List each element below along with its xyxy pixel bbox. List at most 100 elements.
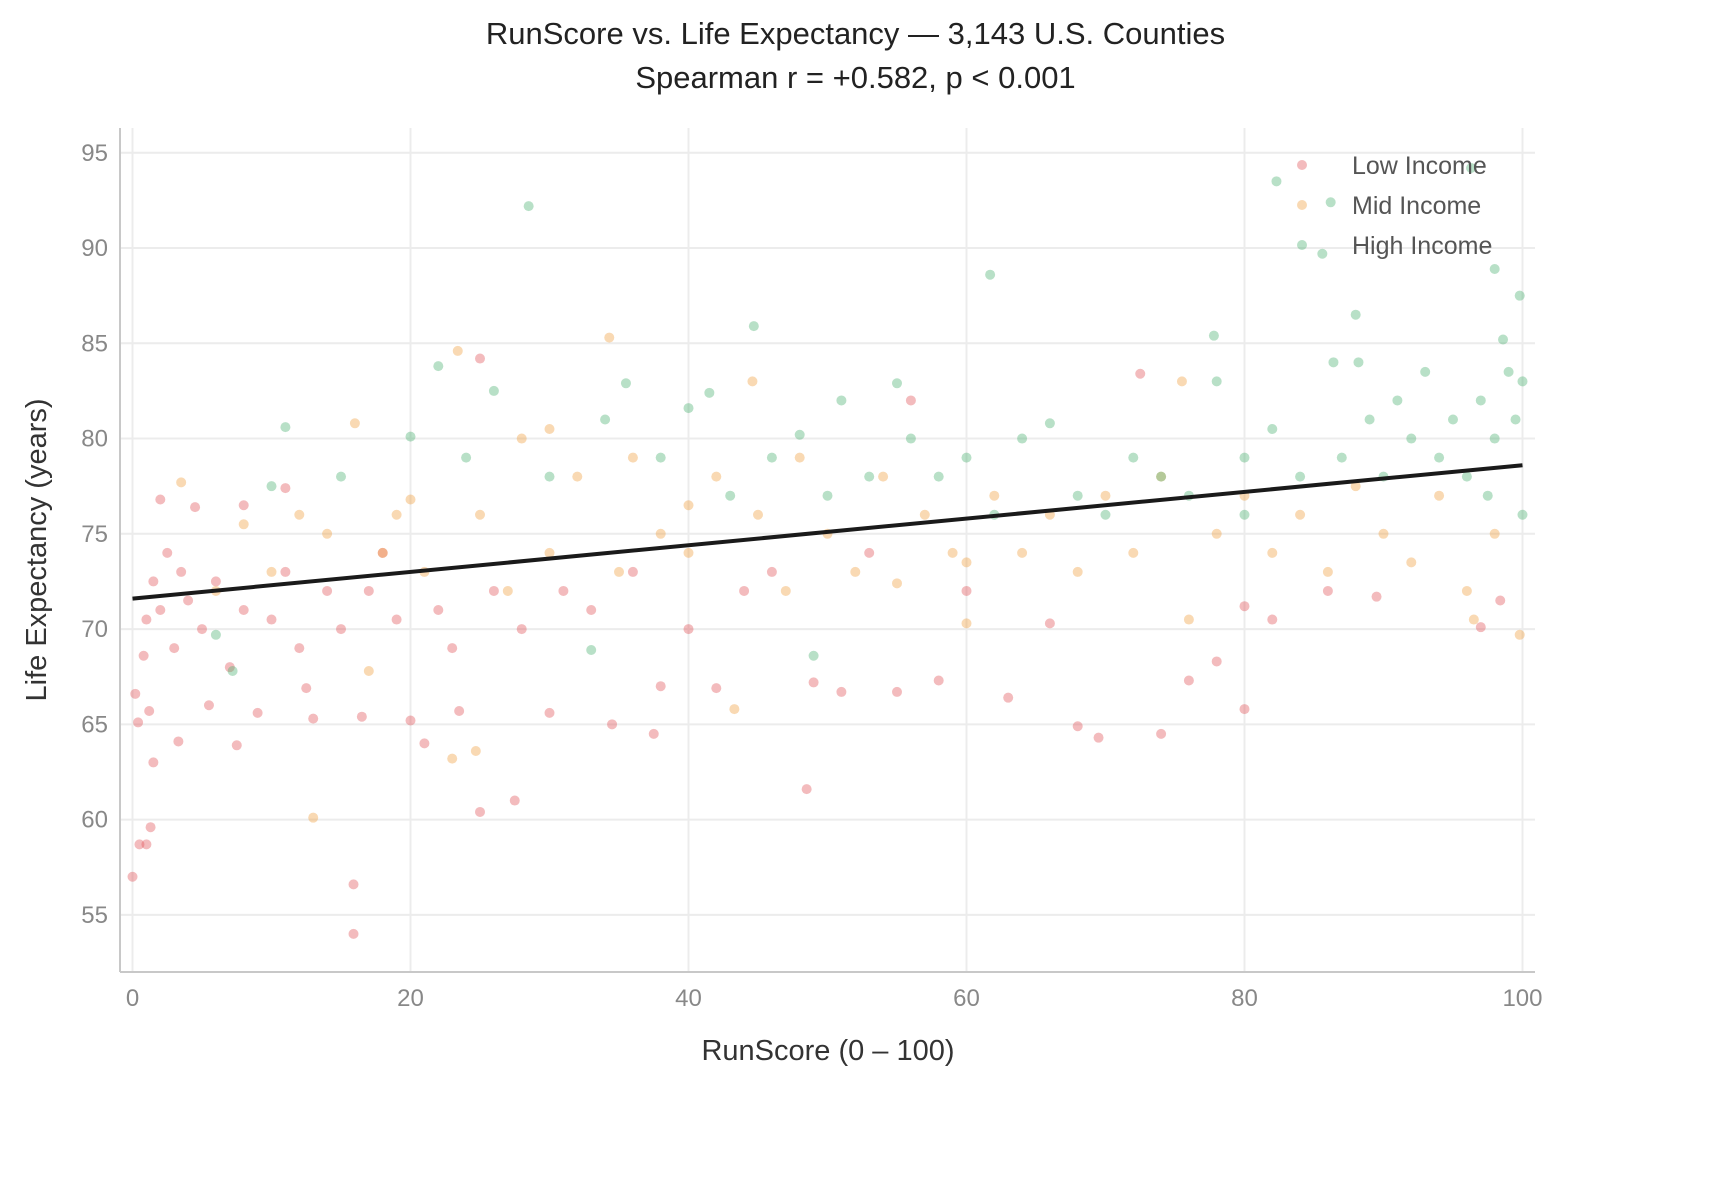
point-mid-income xyxy=(1489,528,1500,539)
legend-label-low-income: Low Income xyxy=(1352,152,1487,180)
y-tick-label: 60 xyxy=(81,807,108,834)
point-high-income xyxy=(766,452,777,463)
y-tick-label: 70 xyxy=(81,616,108,643)
point-mid-income xyxy=(1461,585,1472,596)
point-high-income xyxy=(985,269,996,280)
point-high-income xyxy=(1364,414,1375,425)
point-low-income xyxy=(447,643,458,654)
point-low-income xyxy=(336,624,347,635)
point-high-income xyxy=(683,403,694,414)
point-high-income xyxy=(586,645,597,656)
point-high-income xyxy=(1475,395,1486,406)
point-high-income xyxy=(1044,418,1055,429)
point-mid-income xyxy=(1468,614,1479,625)
legend-label-mid-income: Mid Income xyxy=(1352,192,1481,220)
point-low-income xyxy=(1135,368,1146,379)
point-high-income xyxy=(1498,334,1509,345)
point-low-income xyxy=(1322,585,1333,596)
point-high-income xyxy=(1072,490,1083,501)
y-tick-label: 85 xyxy=(81,330,108,357)
point-mid-income xyxy=(1183,614,1194,625)
y-tick-label: 90 xyxy=(81,235,108,262)
point-low-income xyxy=(1072,721,1083,732)
point-low-income xyxy=(134,839,145,850)
x-tick-label: 80 xyxy=(1231,985,1258,1012)
point-high-income xyxy=(655,452,666,463)
point-low-income xyxy=(391,614,402,625)
point-low-income xyxy=(322,585,333,596)
point-high-income xyxy=(1447,414,1458,425)
point-low-income xyxy=(203,700,214,711)
point-low-income xyxy=(127,871,138,882)
point-low-income xyxy=(739,585,750,596)
point-low-income xyxy=(294,643,305,654)
point-low-income xyxy=(1093,732,1104,743)
point-mid-income xyxy=(176,477,187,488)
point-mid-income xyxy=(1072,566,1083,577)
legend: Low Income Mid Income High Income xyxy=(1297,152,1492,260)
point-mid-income xyxy=(711,471,722,482)
point-high-income xyxy=(891,378,902,389)
point-low-income xyxy=(238,605,249,616)
point-high-income xyxy=(1353,357,1364,368)
point-high-income xyxy=(433,361,444,372)
point-mid-income xyxy=(1378,528,1389,539)
point-high-income xyxy=(1503,366,1514,377)
point-high-income xyxy=(1336,452,1347,463)
axes: 0 20 40 60 80 100 55 60 65 70 75 80 85 90 95 xyxy=(81,128,1543,1012)
point-mid-income xyxy=(470,745,481,756)
point-low-income xyxy=(348,928,359,939)
point-high-income xyxy=(794,429,805,440)
legend-marker-mid-income xyxy=(1297,200,1307,210)
point-high-income xyxy=(748,321,759,332)
point-low-income xyxy=(864,547,875,558)
point-high-income xyxy=(1466,163,1477,174)
point-mid-income xyxy=(516,433,527,444)
point-mid-income xyxy=(1267,547,1278,558)
point-high-income xyxy=(1211,376,1222,387)
point-low-income xyxy=(348,879,359,890)
point-low-income xyxy=(1003,692,1014,703)
point-high-income xyxy=(1239,509,1250,520)
point-high-income xyxy=(1239,452,1250,463)
point-mid-income xyxy=(780,585,791,596)
point-high-income xyxy=(808,650,819,661)
point-low-income xyxy=(301,683,312,694)
point-low-income xyxy=(1183,675,1194,686)
point-mid-income xyxy=(1322,566,1333,577)
point-low-income xyxy=(801,784,812,795)
point-low-income xyxy=(130,688,141,699)
x-tick-label: 40 xyxy=(675,985,702,1012)
point-high-income xyxy=(1406,433,1417,444)
point-high-income xyxy=(1420,366,1431,377)
point-low-income xyxy=(1475,622,1486,633)
point-mid-income xyxy=(294,509,305,520)
point-mid-income xyxy=(947,547,958,558)
point-mid-income xyxy=(308,812,319,823)
point-mid-income xyxy=(572,471,583,482)
point-low-income xyxy=(155,605,166,616)
point-mid-income xyxy=(447,753,458,764)
point-low-income xyxy=(419,738,430,749)
point-low-income xyxy=(961,585,972,596)
point-low-income xyxy=(173,736,184,747)
point-low-income xyxy=(648,728,659,739)
point-high-income xyxy=(1517,376,1528,387)
point-high-income xyxy=(836,395,847,406)
point-high-income xyxy=(266,481,277,492)
point-low-income xyxy=(1371,591,1382,602)
point-mid-income xyxy=(544,547,555,558)
point-low-income xyxy=(1239,601,1250,612)
point-low-income xyxy=(169,643,180,654)
point-high-income xyxy=(1489,263,1500,274)
point-low-income xyxy=(836,686,847,697)
point-high-income xyxy=(280,422,291,433)
point-low-income xyxy=(405,715,416,726)
point-high-income xyxy=(933,471,944,482)
point-low-income xyxy=(210,576,221,587)
point-high-income xyxy=(1350,309,1361,320)
point-low-income xyxy=(607,719,618,730)
trend-line-group xyxy=(132,463,1523,601)
x-tick-label: 100 xyxy=(1502,985,1542,1012)
point-mid-income xyxy=(1017,547,1028,558)
